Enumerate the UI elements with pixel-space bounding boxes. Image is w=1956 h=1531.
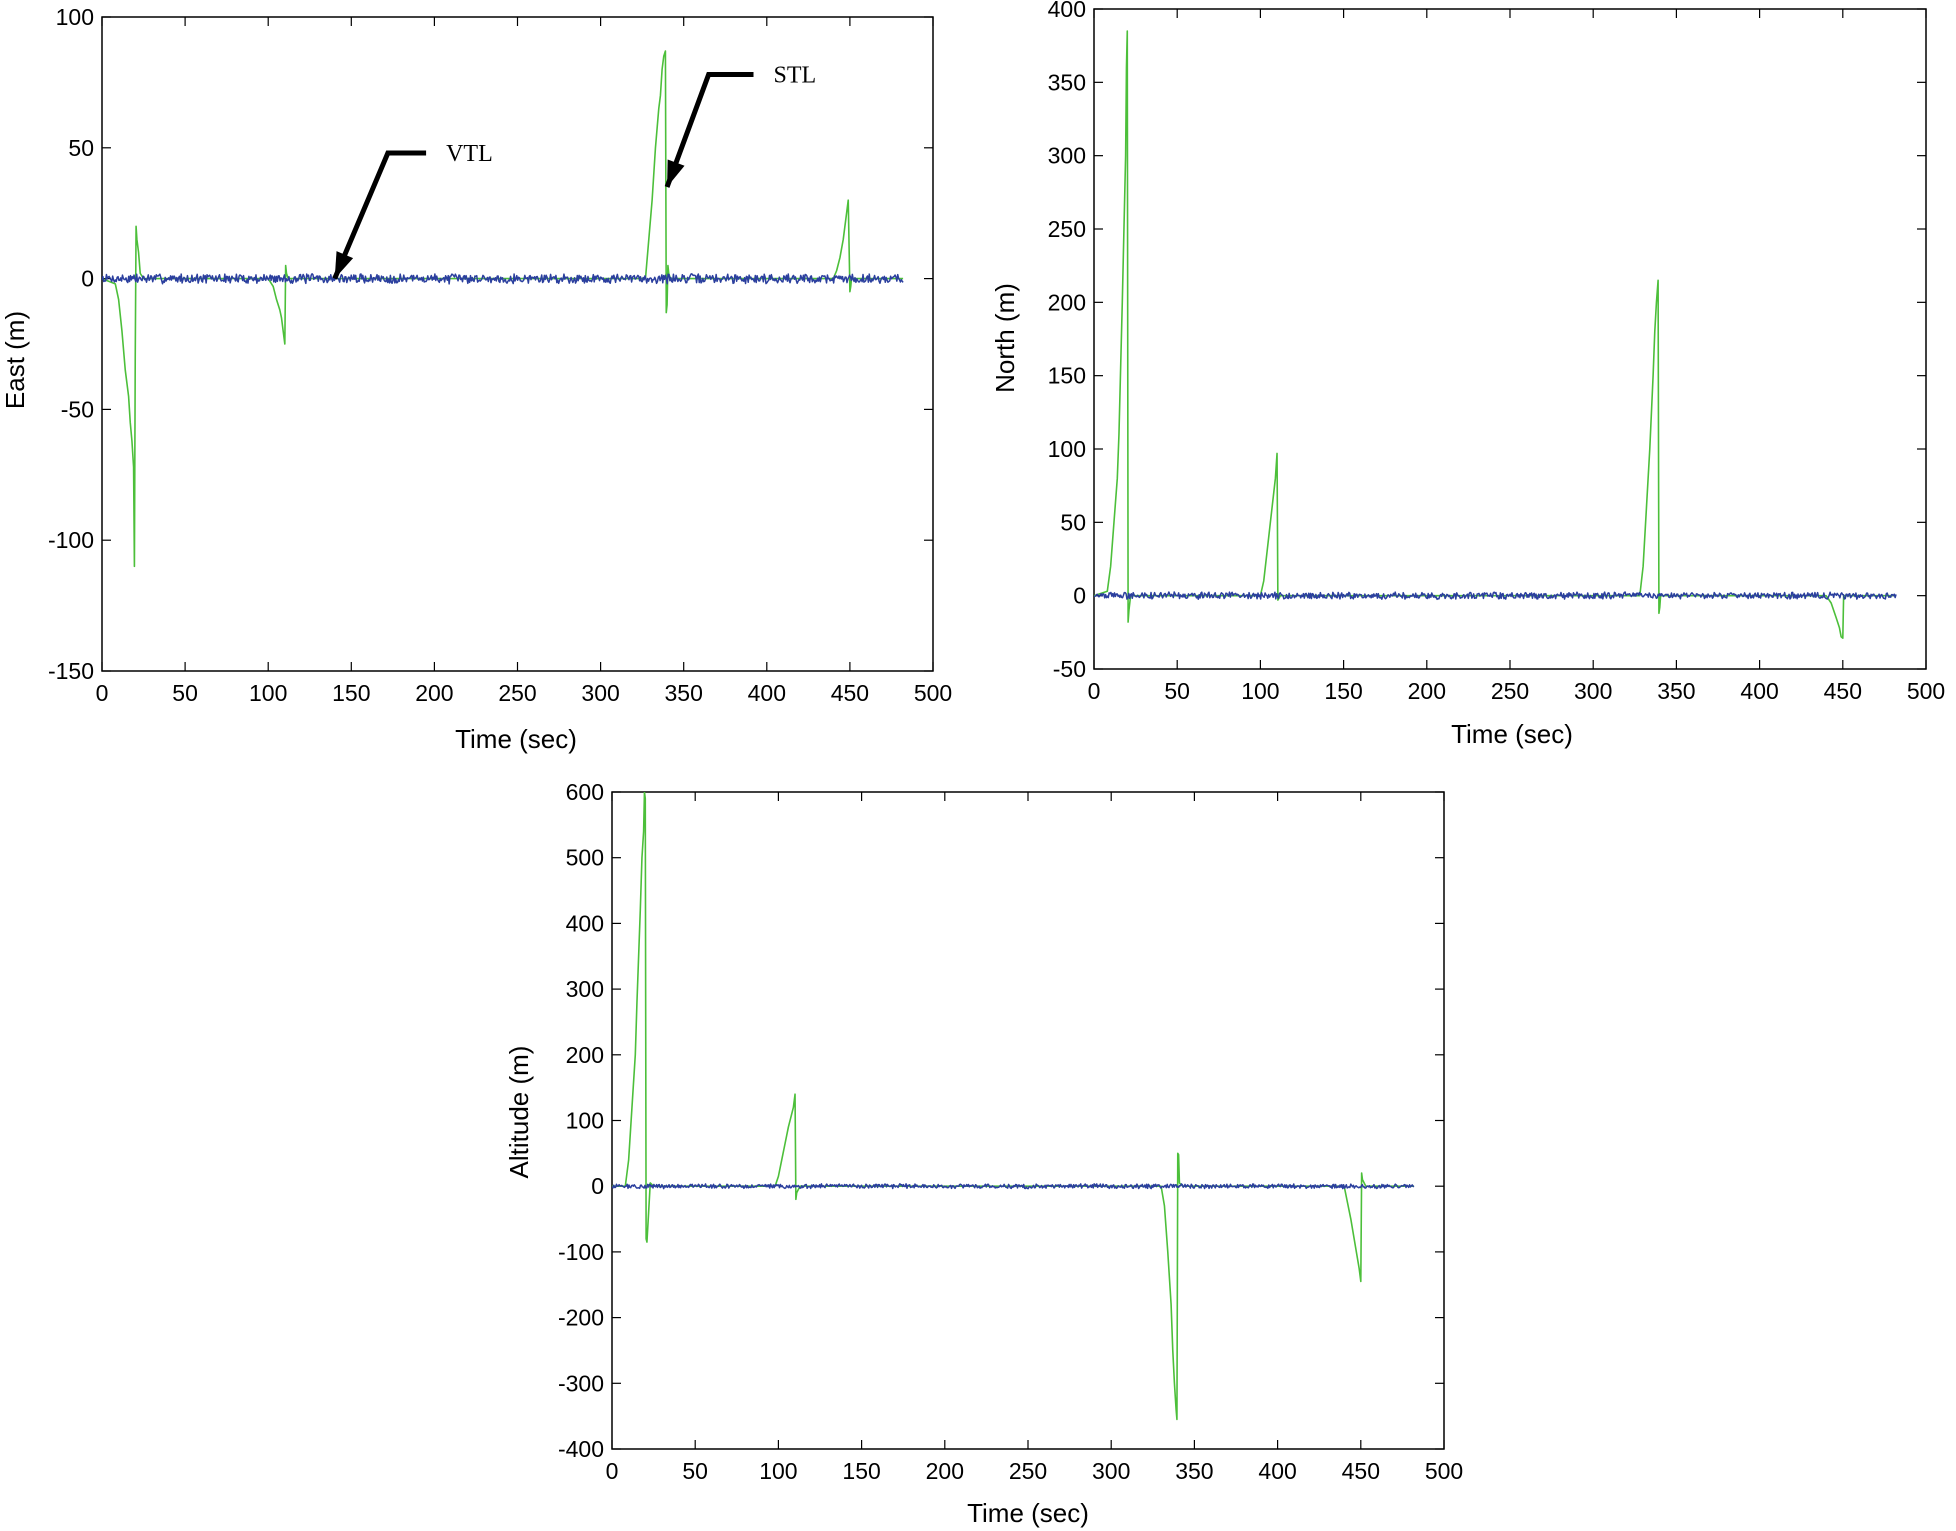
altitude-xlabel: Time (sec): [967, 1498, 1089, 1528]
east-series: [102, 50, 904, 568]
altitude-chart-panel: 0 50 100 150 200 250 300 350 400 450 500 -400 -300 -2…: [504, 779, 1463, 1528]
north-ytick-label: 0: [1073, 583, 1086, 609]
east-xtick-label: 150: [332, 680, 370, 706]
north-xtick-label: 50: [1164, 678, 1190, 704]
altitude-series-vtl: [612, 1183, 1415, 1190]
east-annotation-label-stl: STL: [774, 63, 817, 89]
east-xlabel: Time (sec): [455, 724, 577, 754]
east-annotation-arrow: [664, 72, 754, 188]
altitude-ytick-label: 0: [591, 1173, 604, 1199]
east-annotation-arrow: [332, 150, 427, 280]
east-annotations: VTL STL: [332, 63, 817, 280]
north-ytick-label: 150: [1048, 363, 1086, 389]
altitude-xtick-label: 300: [1092, 1458, 1130, 1484]
altitude-xtick-label: 450: [1342, 1458, 1380, 1484]
east-series-vtl: [102, 273, 904, 285]
altitude-xtick-label: 0: [606, 1458, 619, 1484]
altitude-xtick-label: 500: [1425, 1458, 1463, 1484]
east-chart-panel: 0 50 100 150 200 250 300 350 400 450 500-150-100-5…: [0, 4, 952, 754]
north-series-stl: [1094, 30, 1897, 639]
altitude-ylabel: Altitude (m): [504, 1046, 534, 1179]
altitude-ytick-label: 600: [566, 779, 604, 805]
altitude-ytick-label: -300: [558, 1370, 604, 1396]
east-ytick-label: -100: [48, 527, 94, 553]
north-ytick-label: 50: [1060, 509, 1086, 535]
altitude-ytick-label: 300: [566, 976, 604, 1002]
altitude-ytick-label: 100: [566, 1108, 604, 1134]
north-xtick-label: 450: [1824, 678, 1862, 704]
east-xtick-label: 250: [498, 680, 536, 706]
north-plot-frame: [1093, 8, 1927, 670]
east-xtick-label: 100: [249, 680, 287, 706]
north-series-vtl: [1094, 591, 1897, 601]
altitude-axes: 0 50 100 150 200 250 300 350 400 450 500 -400 -300 -2…: [558, 779, 1463, 1484]
north-xtick-label: 200: [1408, 678, 1446, 704]
altitude-plot-frame: [611, 791, 1445, 1450]
north-xtick-label: 0: [1088, 678, 1101, 704]
north-xtick-label: 500: [1907, 678, 1945, 704]
east-annotation-label-vtl: VTL: [446, 141, 493, 167]
east-ylabel: East (m): [0, 311, 30, 409]
east-xtick-label: 50: [172, 680, 198, 706]
north-ylabel: North (m): [990, 283, 1020, 393]
east-xtick-label: 450: [831, 680, 869, 706]
north-axes: 0 50 100 150 200 250 300 350 400 450 500-500501001…: [1048, 0, 1946, 704]
north-ytick-label: 300: [1048, 143, 1086, 169]
north-xlabel: Time (sec): [1451, 719, 1573, 749]
east-xtick-label: 400: [748, 680, 786, 706]
altitude-ytick-label: 200: [566, 1042, 604, 1068]
east-ytick-label: -150: [48, 658, 94, 684]
altitude-ytick-label: -400: [558, 1436, 604, 1462]
altitude-xtick-label: 250: [1009, 1458, 1047, 1484]
altitude-xtick-label: 100: [759, 1458, 797, 1484]
east-annotation-arrowhead: [334, 251, 354, 279]
altitude-xtick-label: 350: [1175, 1458, 1213, 1484]
altitude-xtick-label: 150: [842, 1458, 880, 1484]
east-xtick-label: 350: [665, 680, 703, 706]
east-ytick-label: 50: [68, 135, 94, 161]
north-xtick-label: 150: [1324, 678, 1362, 704]
east-ytick-label: 100: [56, 4, 94, 30]
altitude-series: [612, 792, 1415, 1421]
north-xtick-label: 300: [1574, 678, 1612, 704]
altitude-xtick-label: 50: [682, 1458, 708, 1484]
altitude-xtick-label: 200: [926, 1458, 964, 1484]
east-xtick-label: 500: [914, 680, 952, 706]
north-series: [1094, 30, 1897, 639]
north-chart-panel: 0 50 100 150 200 250 300 350 400 450 500-500501001…: [990, 0, 1945, 749]
north-xtick-label: 100: [1241, 678, 1279, 704]
east-xtick-label: 300: [581, 680, 619, 706]
altitude-ytick-label: -100: [558, 1239, 604, 1265]
north-ytick-label: 100: [1048, 436, 1086, 462]
north-ytick-label: 350: [1048, 69, 1086, 95]
north-xtick-label: 250: [1491, 678, 1529, 704]
north-ytick-label: -50: [1053, 656, 1086, 682]
altitude-ytick-label: -200: [558, 1305, 604, 1331]
east-xtick-label: 0: [96, 680, 109, 706]
altitude-ytick-label: 400: [566, 910, 604, 936]
north-ytick-label: 400: [1048, 0, 1086, 22]
north-xtick-label: 400: [1740, 678, 1778, 704]
altitude-series-stl: [612, 792, 1415, 1421]
east-axes: 0 50 100 150 200 250 300 350 400 450 500-150-100-5…: [48, 4, 952, 706]
north-ytick-label: 200: [1048, 289, 1086, 315]
east-xtick-label: 200: [415, 680, 453, 706]
east-plot-frame: [101, 16, 934, 672]
east-annotation-arrowhead: [667, 159, 685, 188]
north-xtick-label: 350: [1657, 678, 1695, 704]
altitude-ytick-label: 500: [566, 845, 604, 871]
east-ytick-label: 0: [81, 266, 94, 292]
east-ytick-label: -50: [61, 396, 94, 422]
north-ytick-label: 250: [1048, 216, 1086, 242]
altitude-xtick-label: 400: [1258, 1458, 1296, 1484]
